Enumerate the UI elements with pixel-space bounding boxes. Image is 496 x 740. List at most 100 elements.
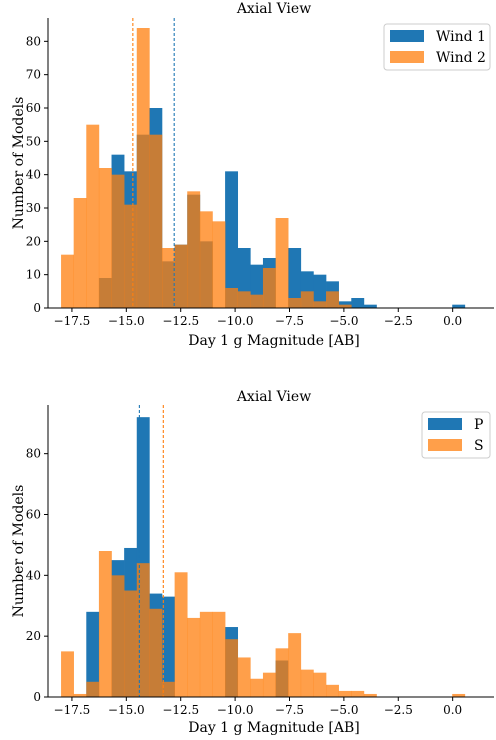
histogram-bar — [199, 611, 213, 697]
histogram-bar — [338, 301, 352, 308]
histogram-bar — [326, 291, 339, 308]
legend-swatch-series-2 — [390, 51, 424, 63]
histogram-bar — [225, 288, 239, 308]
plot-area: −17.5 −15.0 −12.5 −10.0 −7.5 −5.0 −2.5 0.0 0 20 40… — [26, 405, 494, 717]
histogram-bar — [98, 168, 112, 308]
series-2-bars — [61, 28, 352, 308]
histogram-bar — [73, 198, 87, 308]
histogram-bar — [363, 304, 377, 308]
histogram-bar — [288, 633, 302, 698]
y-tick-label: 50 — [26, 134, 41, 148]
histogram-bar — [275, 218, 289, 308]
histogram-bar — [313, 301, 327, 308]
y-tick-label: 40 — [26, 568, 41, 582]
x-tick-label: −7.5 — [275, 703, 304, 717]
histogram-bar — [162, 681, 175, 697]
legend-label-series-2: S — [474, 438, 484, 454]
legend-swatch-series-1 — [390, 30, 424, 42]
histogram-bar — [162, 248, 175, 308]
histogram-bar — [73, 693, 87, 697]
y-axis-label: Number of Models — [11, 97, 27, 230]
legend-label-series-1: P — [474, 417, 483, 433]
histogram-bar — [86, 124, 100, 308]
histogram-bar — [199, 211, 213, 308]
x-tick-label: −10.0 — [217, 314, 254, 328]
series-2-bars — [61, 551, 466, 698]
histogram-bar — [61, 254, 74, 308]
x-tick-label: −17.5 — [54, 703, 91, 717]
histogram-bar — [225, 639, 239, 697]
histogram-bar — [61, 651, 74, 698]
x-tick-label: −10.0 — [217, 703, 254, 717]
histogram-bar — [111, 174, 125, 308]
y-tick-label: 60 — [26, 508, 41, 522]
histogram-bar — [162, 596, 175, 698]
histogram-bar — [275, 648, 289, 697]
histogram-bar — [187, 191, 201, 308]
histogram-bar — [313, 274, 327, 308]
histogram-bar — [86, 681, 100, 697]
histogram-bar — [452, 304, 466, 308]
histogram-bar — [351, 298, 365, 308]
histogram-panel-top: Axial View −17.5 −15.0 −12.5 −10.0 −7.5 −5.0−… — [11, 1, 494, 349]
histogram-bar — [326, 684, 339, 697]
x-tick-label: −7.5 — [275, 314, 304, 328]
histogram-bar — [98, 551, 112, 697]
histogram-bar — [174, 572, 188, 697]
histogram-panel-bottom: Axial View −17.5 −15.0 −12.5 −10.0 −7.5 −5.0−… — [11, 389, 494, 736]
legend: P S — [421, 411, 491, 459]
histogram-bar — [300, 291, 314, 308]
histogram-bar — [351, 690, 365, 697]
histogram-bar — [212, 611, 226, 697]
histogram-bar — [225, 171, 239, 308]
histogram-bar — [300, 669, 314, 698]
histogram-bar — [111, 575, 125, 697]
x-tick-label: 0.0 — [443, 703, 462, 717]
histogram-bar — [136, 28, 150, 308]
legend: Wind 1 Wind 2 — [383, 23, 491, 71]
y-tick-label: 30 — [26, 201, 41, 215]
y-tick-label: 70 — [26, 68, 41, 82]
histogram-bar — [288, 298, 302, 308]
histogram-bar — [124, 590, 138, 697]
x-tick-label: −15.0 — [108, 703, 145, 717]
legend-label-series-1: Wind 1 — [436, 29, 486, 45]
y-tick-label: 20 — [26, 234, 41, 248]
histogram-bar — [250, 678, 264, 697]
x-axis-label: Day 1 g Magnitude [AB] — [188, 333, 360, 349]
x-tick-label: −12.5 — [162, 314, 199, 328]
histogram-bar — [136, 563, 150, 697]
x-tick-label: −2.5 — [384, 314, 413, 328]
x-tick-label: −12.5 — [162, 703, 199, 717]
y-tick-label: 0 — [33, 301, 41, 315]
y-tick-label: 10 — [26, 268, 41, 282]
histogram-bar — [250, 294, 264, 308]
x-tick-label: −17.5 — [54, 314, 91, 328]
x-axis-label: Day 1 g Magnitude [AB] — [188, 720, 360, 736]
x-tick-label: −5.0 — [329, 314, 358, 328]
histogram-bar — [212, 221, 226, 308]
histogram-bar — [363, 693, 377, 697]
plot-area: −17.5 −15.0 −12.5 −10.0 −7.5 −5.0 −2.5 0.0 0 10 20… — [26, 18, 494, 328]
x-tick-label: −5.0 — [329, 703, 358, 717]
histogram-bar — [174, 244, 188, 308]
histogram-bar — [237, 291, 251, 308]
legend-swatch-series-1 — [428, 418, 462, 430]
chart-title: Axial View — [236, 389, 311, 405]
y-tick-label: 60 — [26, 101, 41, 115]
y-tick-label: 20 — [26, 629, 41, 643]
x-tick-label: −2.5 — [384, 703, 413, 717]
histogram-bar — [124, 204, 138, 308]
histogram-bar — [149, 134, 163, 308]
chart-title: Axial View — [236, 1, 311, 17]
legend-swatch-series-2 — [428, 439, 462, 451]
histogram-bar — [237, 657, 251, 697]
y-tick-label: 0 — [33, 690, 41, 704]
histogram-bar — [149, 608, 163, 697]
histogram-bar — [187, 617, 201, 697]
y-tick-label: 40 — [26, 168, 41, 182]
histogram-bar — [452, 693, 466, 697]
y-tick-label: 80 — [26, 447, 41, 461]
histogram-bar — [338, 690, 352, 697]
